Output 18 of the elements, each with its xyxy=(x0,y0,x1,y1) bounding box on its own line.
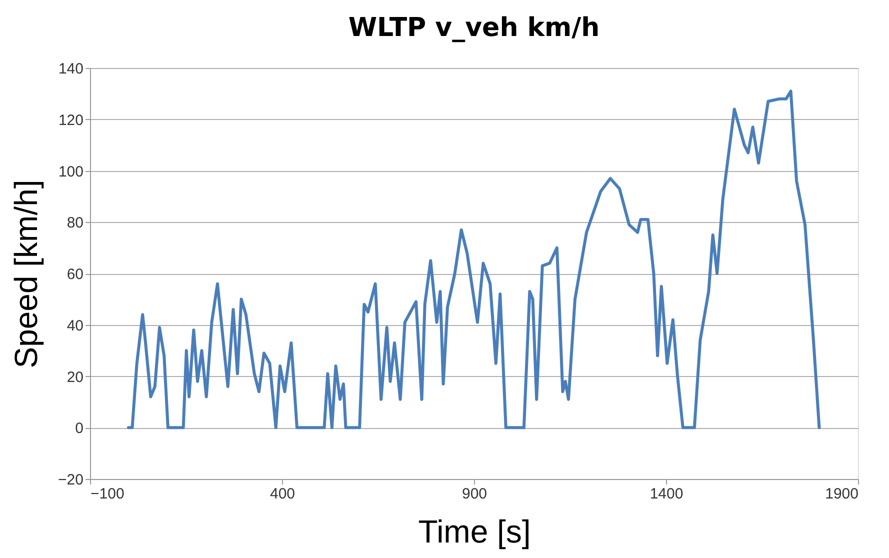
x-tick-label: 400 xyxy=(270,486,296,502)
x-axis-title: Time [s] xyxy=(418,514,531,550)
y-tick-label: 20 xyxy=(66,368,84,386)
x-tick-label: 900 xyxy=(462,486,488,502)
x-tick-label: −100 xyxy=(90,486,124,502)
y-tick-label: 80 xyxy=(66,214,84,232)
chart-title: WLTP v_veh km/h xyxy=(348,13,600,43)
y-tick-label: 40 xyxy=(66,317,84,334)
y-tick-label: 0 xyxy=(75,420,84,438)
line-series xyxy=(126,90,821,430)
y-tick-label: −20 xyxy=(58,472,84,488)
y-tick-label: 100 xyxy=(58,163,84,180)
x-tick-label: 1400 xyxy=(650,486,684,502)
y-tick-label: 140 xyxy=(58,60,84,78)
y-tick-label: 120 xyxy=(58,112,84,129)
y-axis-title: Speed [km/h] xyxy=(8,180,44,368)
y-tick-label: 60 xyxy=(66,266,84,283)
x-tick-label: 1900 xyxy=(825,486,858,502)
